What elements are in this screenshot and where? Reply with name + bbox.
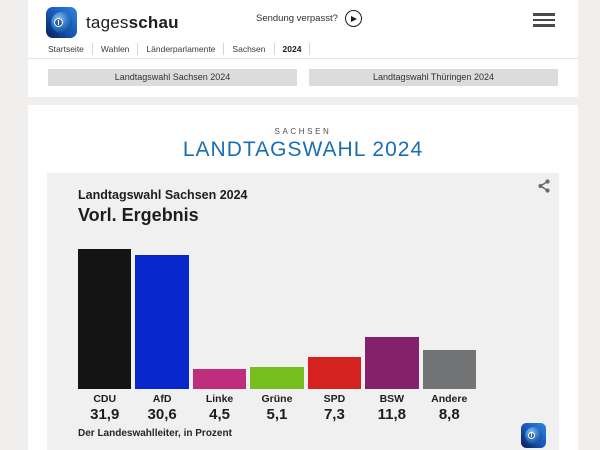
header: tagesschau Sendung verpasst? Startseite W…	[28, 0, 578, 97]
page-title: LANDTAGSWAHL 2024	[182, 138, 424, 161]
bar-andere	[422, 350, 476, 389]
bar-spd	[307, 357, 362, 389]
hamburger-menu-icon[interactable]	[533, 13, 555, 27]
bar-bsw	[365, 337, 419, 389]
header-divider	[28, 58, 578, 59]
breadcrumb-item-länderparlamente[interactable]: Länderparlamente	[138, 43, 225, 55]
quick-link-thueringen[interactable]: Landtagswahl Thüringen 2024	[309, 69, 558, 86]
party-label-grüne: Grüne	[261, 393, 293, 405]
watch-missed-label: Sendung verpasst?	[256, 13, 338, 24]
party-value-grüne: 5,1	[266, 406, 288, 423]
party-value-cdu: 31,9	[90, 406, 120, 423]
party-value-linke: 4,5	[209, 406, 230, 423]
brand-bold: schau	[128, 12, 179, 32]
bar-grüne	[250, 366, 304, 389]
breadcrumb-item-wahlen[interactable]: Wahlen	[93, 43, 139, 55]
breadcrumb-item-startseite[interactable]: Startseite	[40, 43, 93, 55]
bar-column-afd: AfD 30,6	[135, 249, 189, 424]
watch-missed-link[interactable]: Sendung verpasst?	[256, 10, 362, 27]
party-label-cdu: CDU	[93, 393, 117, 405]
bar-column-grüne: Grüne 5,1	[250, 249, 304, 424]
result-chart-card: Landtagswahl Sachsen 2024 Vorl. Ergebnis…	[47, 173, 559, 450]
chart-subtitle: Vorl. Ergebnis	[78, 205, 199, 225]
tagesschau-globe-icon	[46, 7, 77, 38]
party-label-bsw: BSW	[379, 393, 405, 405]
party-label-andere: Andere	[431, 393, 468, 405]
bar-afd	[135, 254, 189, 389]
tagesschau-globe-icon	[521, 423, 546, 448]
chart-title: Landtagswahl Sachsen 2024	[78, 188, 248, 202]
party-label-spd: SPD	[323, 393, 346, 405]
page-kicker: SACHSEN	[274, 127, 332, 136]
play-icon[interactable]	[344, 10, 362, 27]
bar-cdu	[78, 249, 132, 389]
party-label-linke: Linke	[205, 393, 234, 405]
chart-source: Der Landeswahlleiter, in Prozent	[78, 428, 232, 439]
party-value-afd: 30,6	[147, 406, 177, 423]
breadcrumb-item-sachsen[interactable]: Sachsen	[224, 43, 275, 55]
bar-column-andere: Andere 8,8	[422, 249, 476, 424]
quick-links: Landtagswahl Sachsen 2024 Landtagswahl Th…	[48, 69, 558, 86]
breadcrumb-item-2024[interactable]: 2024	[275, 43, 311, 55]
bar-column-spd: SPD 7,3	[307, 249, 362, 424]
main-content: SACHSEN LANDTAGSWAHL 2024 Landtagswahl S…	[28, 105, 578, 450]
party-value-andere: 8,8	[438, 406, 460, 423]
brand-home-link[interactable]: tagesschau	[46, 7, 179, 38]
party-value-bsw: 11,8	[377, 406, 406, 423]
quick-link-sachsen[interactable]: Landtagswahl Sachsen 2024	[48, 69, 297, 86]
bar-chart: CDU 31,9 AfD 30,6 Linke 4,5 Grüne 5,1 SPD 7,3 BSW 1…	[78, 249, 476, 424]
bar-column-bsw: BSW 11,8	[365, 249, 419, 424]
share-icon[interactable]	[536, 178, 552, 194]
bar-column-cdu: CDU 31,9	[78, 249, 132, 424]
breadcrumb: Startseite Wahlen Länderparlamente Sachsen 2…	[40, 42, 311, 56]
brand-regular: tages	[86, 12, 129, 32]
bar-linke	[192, 369, 247, 389]
party-label-afd: AfD	[152, 393, 172, 405]
party-value-spd: 7,3	[323, 406, 345, 423]
brand-wordmark: tagesschau	[86, 13, 179, 33]
bar-column-linke: Linke 4,5	[192, 249, 247, 424]
